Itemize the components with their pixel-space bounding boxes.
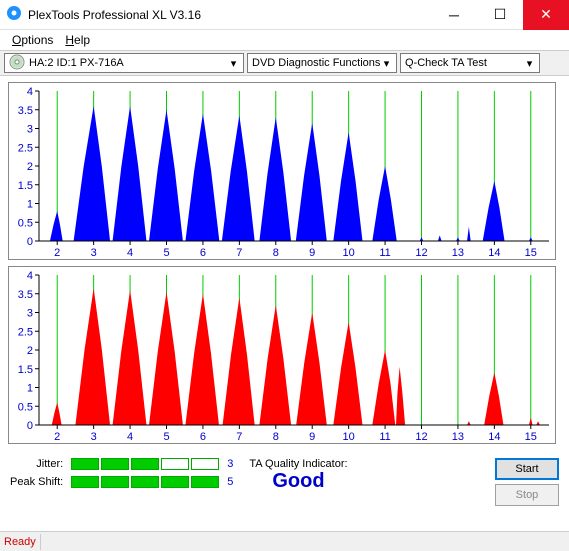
window-title: PlexTools Professional XL V3.16 <box>28 8 431 22</box>
svg-text:5: 5 <box>163 431 169 443</box>
chevron-down-icon: ▾ <box>226 56 241 71</box>
function-select[interactable]: DVD Diagnostic Functions ▾ <box>247 53 397 73</box>
svg-text:15: 15 <box>525 247 537 259</box>
test-select[interactable]: Q-Check TA Test ▾ <box>400 53 540 73</box>
status-text: Ready <box>4 536 36 548</box>
meter-box <box>71 458 99 470</box>
svg-text:4: 4 <box>27 86 33 98</box>
meter-box <box>101 476 129 488</box>
function-label: DVD Diagnostic Functions <box>252 57 380 69</box>
svg-text:7: 7 <box>236 247 242 259</box>
svg-text:2: 2 <box>54 247 60 259</box>
quality-value: Good <box>249 470 347 493</box>
jitter-meter <box>71 458 219 470</box>
svg-text:9: 9 <box>309 247 315 259</box>
meters: Jitter: 3 Peak Shift: 5 <box>10 458 233 488</box>
meter-box <box>71 476 99 488</box>
start-button[interactable]: Start <box>495 458 559 480</box>
meter-box <box>161 476 189 488</box>
maximize-button[interactable]: ☐ <box>477 0 523 30</box>
svg-text:10: 10 <box>343 431 355 443</box>
svg-text:2: 2 <box>54 431 60 443</box>
meter-box <box>101 458 129 470</box>
app-icon <box>6 5 22 24</box>
svg-text:15: 15 <box>525 431 537 443</box>
minimize-button[interactable]: ─ <box>431 0 477 30</box>
svg-text:1.5: 1.5 <box>18 364 33 376</box>
status-separator <box>40 534 41 550</box>
drive-icon <box>9 54 25 73</box>
quality-block: TA Quality Indicator: Good <box>249 458 347 493</box>
svg-text:1.5: 1.5 <box>18 180 33 192</box>
svg-text:10: 10 <box>343 247 355 259</box>
svg-text:12: 12 <box>415 431 427 443</box>
close-button[interactable]: ✕ <box>523 0 569 30</box>
statusbar: Ready <box>0 531 569 551</box>
svg-text:4: 4 <box>127 431 133 443</box>
meter-box <box>161 458 189 470</box>
menubar: Options Help <box>0 30 569 50</box>
svg-text:1: 1 <box>27 383 33 395</box>
chevron-down-icon: ▾ <box>379 56 394 71</box>
test-label: Q-Check TA Test <box>405 57 487 69</box>
quality-label: TA Quality Indicator: <box>249 458 347 470</box>
drive-label: HA:2 ID:1 PX-716A <box>29 57 124 69</box>
svg-text:3.5: 3.5 <box>18 289 33 301</box>
svg-text:0: 0 <box>27 420 33 432</box>
svg-text:8: 8 <box>273 431 279 443</box>
peakshift-label: Peak Shift: <box>10 476 63 488</box>
svg-text:5: 5 <box>163 247 169 259</box>
meter-box <box>131 476 159 488</box>
jitter-value: 3 <box>227 458 233 470</box>
svg-text:0.5: 0.5 <box>18 217 33 229</box>
drive-select[interactable]: HA:2 ID:1 PX-716A ▾ <box>4 53 244 73</box>
svg-text:12: 12 <box>415 247 427 259</box>
svg-text:2.5: 2.5 <box>18 142 33 154</box>
menu-help[interactable]: Help <box>59 31 96 49</box>
svg-text:3: 3 <box>27 124 33 136</box>
svg-text:2.5: 2.5 <box>18 326 33 338</box>
svg-text:13: 13 <box>452 247 464 259</box>
svg-text:3: 3 <box>91 247 97 259</box>
chart-red: 0 0.5 1 1.5 2 2.5 3 3.5 4 2 3 4 5 6 7 8 9 10 11 12 13 14 15 <box>8 266 556 444</box>
svg-text:11: 11 <box>379 247 390 259</box>
meter-box <box>191 476 219 488</box>
svg-text:1: 1 <box>27 199 33 211</box>
titlebar: PlexTools Professional XL V3.16 ─ ☐ ✕ <box>0 0 569 30</box>
chart-area: 00.511.522.533.5423456789101112131415 00… <box>0 76 569 452</box>
svg-text:6: 6 <box>200 247 206 259</box>
svg-text:6: 6 <box>200 431 206 443</box>
svg-text:11: 11 <box>379 431 390 443</box>
svg-text:13: 13 <box>452 431 464 443</box>
meter-box <box>131 458 159 470</box>
chevron-down-icon: ▾ <box>522 56 537 71</box>
svg-text:14: 14 <box>488 247 500 259</box>
svg-text:0: 0 <box>27 236 33 248</box>
stop-button: Stop <box>495 484 559 506</box>
toolbar: HA:2 ID:1 PX-716A ▾ DVD Diagnostic Funct… <box>0 50 569 76</box>
meter-box <box>191 458 219 470</box>
svg-text:4: 4 <box>27 270 33 282</box>
svg-text:3: 3 <box>91 431 97 443</box>
peakshift-meter <box>71 476 219 488</box>
menu-options[interactable]: Options <box>6 31 59 49</box>
svg-text:8: 8 <box>273 247 279 259</box>
svg-text:7: 7 <box>236 431 242 443</box>
bottom-panel: Jitter: 3 Peak Shift: 5 TA Quality Indic… <box>0 452 569 512</box>
svg-text:2: 2 <box>27 345 33 357</box>
chart-blue: 0 0.5 1 1.5 2 2.5 3 3.5 4 2 3 4 5 6 7 8 9 10 11 12 13 14 15 <box>8 82 556 260</box>
jitter-label: Jitter: <box>10 458 63 470</box>
svg-text:3: 3 <box>27 308 33 320</box>
svg-text:14: 14 <box>488 431 500 443</box>
peakshift-value: 5 <box>227 476 233 488</box>
svg-text:0.5: 0.5 <box>18 401 33 413</box>
svg-text:3.5: 3.5 <box>18 105 33 117</box>
svg-text:9: 9 <box>309 431 315 443</box>
svg-text:4: 4 <box>127 247 133 259</box>
svg-text:2: 2 <box>27 161 33 173</box>
